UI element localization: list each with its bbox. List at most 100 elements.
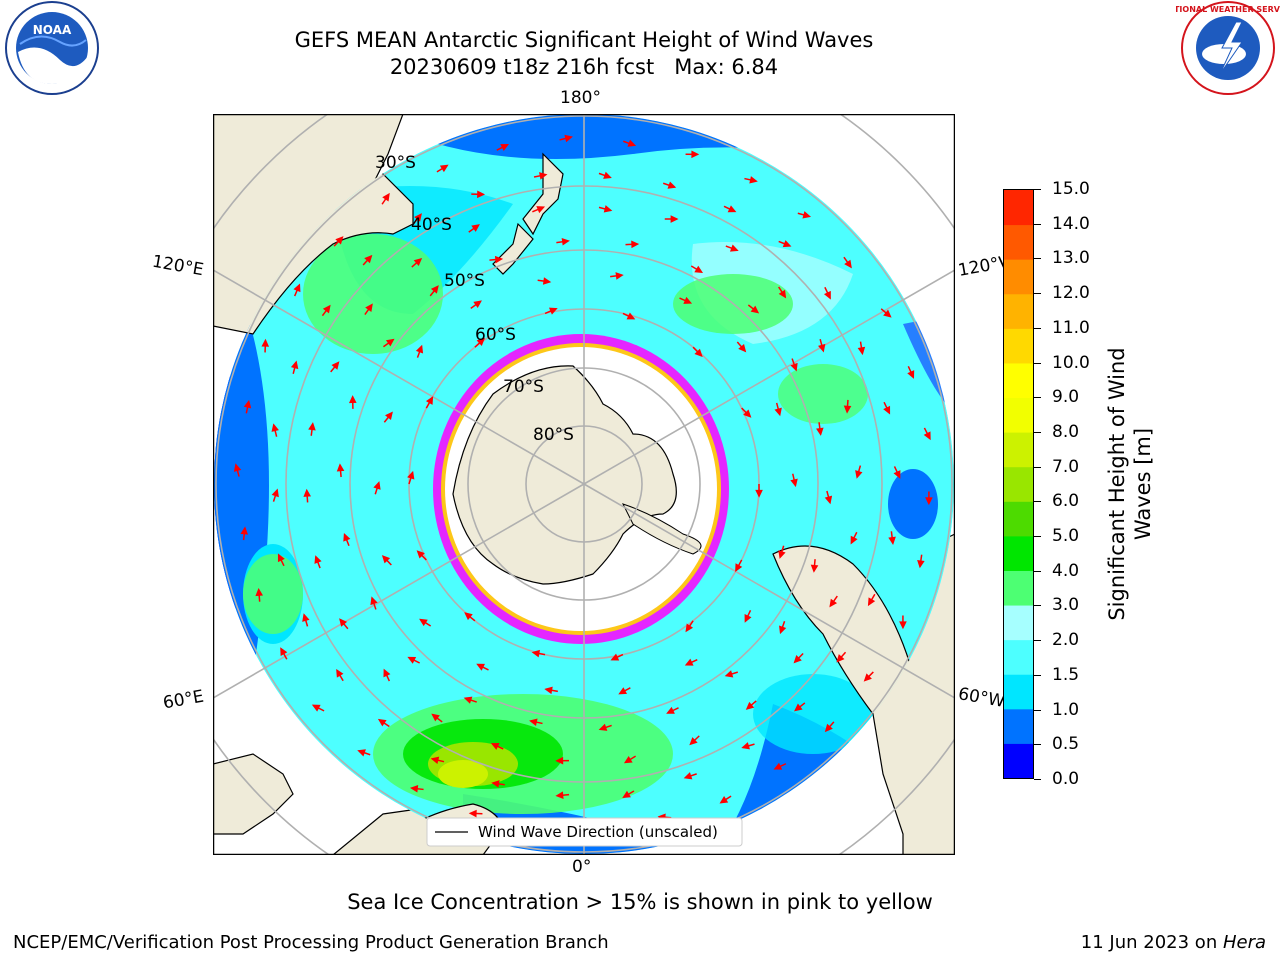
- wind-arrow-head: [917, 559, 925, 569]
- lat-label-40s: 40°S: [411, 215, 452, 235]
- wind-arrow-head: [778, 550, 786, 559]
- colorbar-segment: [1004, 535, 1033, 571]
- wind-arrow-head: [431, 713, 440, 722]
- colorbar-segment: [1004, 259, 1033, 295]
- wind-arrow-head: [314, 555, 322, 564]
- wind-arrow-head: [729, 244, 739, 252]
- wind-arrow-head: [385, 338, 395, 347]
- footer-organization: NCEP/EMC/Verification Post Processing Pr…: [13, 932, 609, 953]
- wind-arrow-head: [416, 550, 425, 559]
- wind-arrow-head: [667, 181, 677, 189]
- wind-arrow-head: [419, 618, 428, 627]
- wind-arrow-head: [818, 343, 826, 353]
- wind-arrow-head: [555, 791, 564, 799]
- polar-map: 30°S 40°S 50°S 60°S 70°S 80°S Wind Wave …: [213, 114, 955, 855]
- wind-arrow-head: [381, 555, 391, 564]
- wind-arrow-head: [836, 654, 845, 663]
- colorbar-tick-mark: [1034, 258, 1041, 260]
- colorbar-tick-mark: [1034, 674, 1041, 676]
- wind-arrow-head: [240, 526, 249, 535]
- wind-arrow-head: [603, 205, 613, 213]
- wind-arrow-head: [500, 143, 510, 151]
- wind-arrow-head: [494, 255, 504, 264]
- wind-arrow-head: [544, 686, 553, 695]
- wind-arrow-head: [471, 224, 480, 232]
- colorbar-tick-label: 7.0: [1052, 456, 1080, 477]
- wind-arrow-head: [542, 277, 552, 285]
- wind-arrow-head: [548, 307, 558, 315]
- colorbar-tick-label: 0.0: [1052, 769, 1080, 789]
- wind-arrow-head: [293, 283, 301, 293]
- colorbar-tick-label: 2.0: [1052, 630, 1080, 651]
- legend-box: [426, 817, 743, 847]
- wind-arrow-head: [683, 772, 693, 780]
- lon-label-180: 180°: [560, 88, 601, 108]
- wind-arrow-head: [816, 427, 824, 436]
- colorbar-tick-label: 13.0: [1052, 248, 1090, 269]
- colorbar-segment: [1004, 397, 1033, 433]
- wind-arrow-head: [430, 756, 440, 765]
- colorbar-tick-mark: [1034, 536, 1041, 538]
- colorbar-tick-label: 11.0: [1052, 317, 1090, 338]
- wind-arrow-head: [302, 613, 310, 622]
- wind-arrow-head: [790, 362, 798, 372]
- colorbar-segment: [1004, 362, 1033, 399]
- wind-arrow-head: [689, 737, 698, 746]
- colorbar-tick-label: 0.5: [1052, 734, 1080, 755]
- wind-arrow-head: [684, 658, 694, 666]
- wind-arrow-head: [555, 756, 564, 765]
- wind-arrow-head: [322, 304, 331, 314]
- wind-arrow-head: [598, 723, 608, 731]
- wind-arrow-head: [377, 718, 387, 727]
- wind-arrow-head: [779, 625, 787, 635]
- wind-arrow-head: [331, 361, 340, 370]
- wind-arrow-head: [857, 346, 866, 356]
- wind-arrow-head: [539, 172, 548, 180]
- wind-arrow-head: [844, 259, 852, 269]
- wind-arrow-head: [473, 300, 482, 309]
- wind-arrow-head: [357, 749, 366, 757]
- lon-label-0: 0°: [572, 857, 592, 877]
- wind-arrow-head: [463, 696, 473, 704]
- wind-arrow-head: [670, 215, 679, 223]
- wind-arrow-head: [311, 704, 321, 712]
- wind-arrow-head: [923, 431, 931, 441]
- wind-arrow-head: [774, 407, 782, 417]
- wind-arrow-head: [855, 470, 863, 479]
- colorbar-segment: [1004, 674, 1033, 710]
- wind-arrow-head: [476, 663, 485, 671]
- graticule: [213, 114, 955, 855]
- wind-arrow-head: [336, 463, 345, 472]
- wind-arrow-head: [738, 343, 747, 353]
- wind-arrow-head: [750, 305, 760, 314]
- colorbar-tick-label: 14.0: [1052, 213, 1090, 234]
- wind-arrow-head: [615, 272, 624, 280]
- lon-label-60e: 60°E: [161, 686, 206, 714]
- wind-arrow-head: [407, 470, 415, 480]
- wind-arrow-head: [430, 285, 439, 294]
- colorbar-tick-label: 9.0: [1052, 387, 1080, 408]
- wind-arrow-head: [627, 139, 637, 147]
- wind-arrow-head: [790, 478, 798, 488]
- chart-title-line2: 20230609 t18z 216h fcst Max: 6.84: [389, 55, 779, 79]
- colorbar-tick-mark: [1034, 640, 1041, 642]
- wind-arrow-head: [343, 532, 351, 542]
- wind-arrow-head: [414, 213, 422, 222]
- wind-arrow-head: [339, 618, 348, 627]
- wind-arrow-head: [610, 653, 620, 661]
- colorbar-segment: [1004, 190, 1033, 226]
- wind-arrow-head: [261, 338, 270, 347]
- wind-arrow-head: [727, 205, 737, 213]
- colorbar-segment: [1004, 432, 1033, 468]
- colorbar-segment: [1004, 293, 1033, 329]
- wind-arrow-head: [683, 296, 693, 304]
- wind-arrow-head: [694, 348, 703, 358]
- wind-arrow-head: [407, 656, 417, 664]
- nws-logo: NATIONAL WEATHER SERVICE: [1176, 1, 1280, 95]
- wind-arrow-head: [744, 614, 752, 623]
- wind-arrow-head: [893, 470, 901, 479]
- wind-arrow-head: [899, 621, 907, 630]
- wind-arrow-head: [382, 192, 390, 202]
- wind-arrow-head: [694, 265, 704, 274]
- colorbar-label: Significant Height of Wind Waves [m]: [1105, 347, 1155, 621]
